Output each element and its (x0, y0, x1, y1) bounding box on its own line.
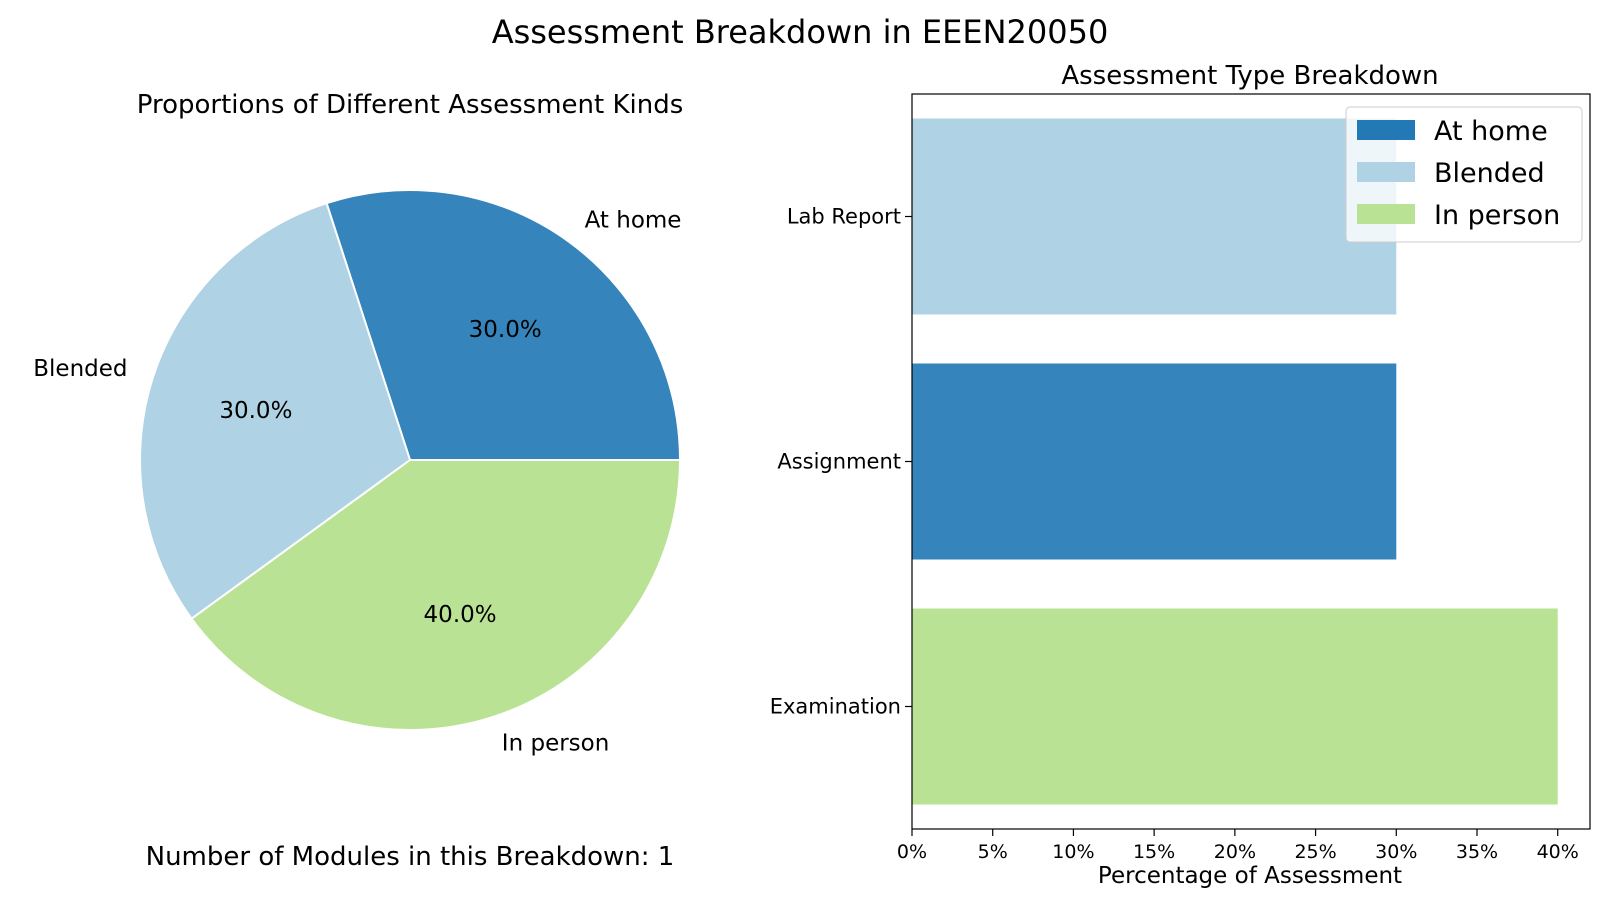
x-tick-label: 35% (1456, 841, 1498, 863)
pie-pct-label: 30.0% (219, 398, 292, 424)
pie-slice-blended (139, 201, 412, 621)
bar-assignment (912, 363, 1397, 560)
figure-title: Assessment Breakdown in EEEN20050 (492, 13, 1109, 51)
pie-slice-in-person (190, 459, 682, 731)
legend-label: At home (1434, 116, 1548, 147)
x-tick-label: 10% (1052, 841, 1094, 863)
x-tick-label: 40% (1537, 841, 1579, 863)
legend-swatch (1357, 204, 1415, 224)
pie-slice-label: Blended (33, 356, 127, 382)
bar-xlabel: Percentage of Assessment (1098, 863, 1402, 889)
y-tick-label: Examination (770, 695, 901, 719)
y-tick-label: Lab Report (787, 205, 901, 229)
pie-title: Proportions of Different Assessment Kind… (137, 90, 684, 120)
bar-lab-report (912, 118, 1397, 315)
bar-plot-frame (911, 93, 1591, 830)
legend-swatch (1357, 162, 1415, 182)
x-tick-label: 5% (978, 841, 1008, 863)
y-tick-label: Assignment (777, 450, 901, 474)
pie-chart: 30.0% At home 30.0% Blended 40.0% In person (33, 189, 682, 757)
legend-swatch (1357, 120, 1415, 140)
x-tick-label: 20% (1214, 841, 1256, 863)
legend-label: Blended (1434, 158, 1545, 189)
bar-title: Assessment Type Breakdown (1061, 61, 1438, 91)
legend: At home Blended In person (1345, 106, 1583, 243)
x-tick-label: 0% (897, 841, 927, 863)
legend-label: In person (1434, 200, 1560, 231)
footer-text: Number of Modules in this Breakdown: 1 (146, 842, 675, 872)
pie-slice-label: At home (585, 208, 682, 234)
bar-chart: Lab Report Assignment Examination 0% 5% 10% 15… (770, 93, 1591, 863)
pie-slice-label: In person (502, 731, 610, 757)
x-tick-label: 25% (1294, 841, 1336, 863)
pie-slice-at-home (325, 189, 682, 461)
pie-pct-label: 40.0% (424, 602, 497, 628)
x-tick-label: 15% (1133, 841, 1175, 863)
pie-pct-label: 30.0% (469, 317, 542, 343)
bar-examination (912, 608, 1558, 805)
x-tick-label: 30% (1375, 841, 1417, 863)
